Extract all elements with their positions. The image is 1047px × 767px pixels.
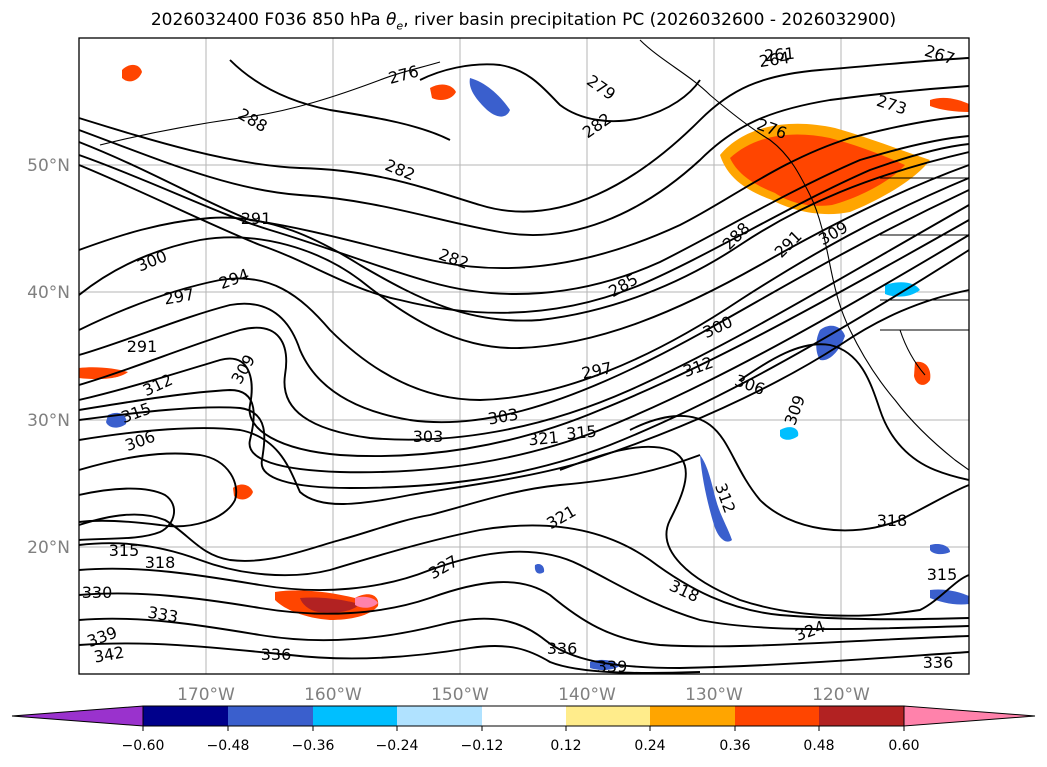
lon-label: 120°W xyxy=(812,685,870,705)
lat-label: 40°N xyxy=(27,283,70,303)
contour-label: 318 xyxy=(877,511,908,530)
colorbar-bin xyxy=(650,706,735,726)
title-level: 850 hPa xyxy=(312,10,381,30)
lat-label: 50°N xyxy=(27,156,70,176)
colorbar-ticks xyxy=(142,726,905,731)
contour-label: 336 xyxy=(261,645,292,664)
lat-label: 30°N xyxy=(27,411,70,431)
title-rest: , river basin precipitation PC xyxy=(403,10,645,30)
colorbar-tick-label: −0.12 xyxy=(461,738,504,754)
colorbar-tick-label: −0.48 xyxy=(207,738,250,754)
lon-label: 130°W xyxy=(685,685,743,705)
contour-label: 315 xyxy=(109,541,140,560)
lat-label: 20°N xyxy=(27,538,70,558)
colorbar-tick-label: 0.48 xyxy=(803,738,834,754)
colorbar-bin xyxy=(313,706,397,726)
contour-label: 315 xyxy=(927,565,958,584)
contour-label: 336 xyxy=(547,639,578,658)
title-theta: θ xyxy=(386,10,397,30)
colorbar-tick-label: −0.24 xyxy=(376,738,419,754)
lon-label: 160°W xyxy=(304,685,362,705)
lon-label: 150°W xyxy=(431,685,489,705)
precip-shading xyxy=(79,64,969,670)
colorbar-bin xyxy=(735,706,819,726)
colorbar-tick-label: −0.36 xyxy=(292,738,335,754)
contour-label: 336 xyxy=(923,653,954,672)
colorbar-tick-label: −0.60 xyxy=(122,738,165,754)
contour-label: 261 xyxy=(763,44,795,66)
lon-label: 140°W xyxy=(558,685,616,705)
colorbar-under-extension xyxy=(11,705,144,727)
theta-e-contours xyxy=(79,57,969,674)
colorbar-tick-label: 0.36 xyxy=(719,738,750,754)
contour-label: 291 xyxy=(241,209,272,228)
title-theta-sub: e xyxy=(396,19,404,33)
contour-label: 264 xyxy=(758,48,791,71)
map-frame xyxy=(78,37,970,675)
colorbar-over-extension xyxy=(903,705,1036,727)
colorbar: −0.60 −0.48 −0.36 −0.24 −0.12 0.12 0.24 … xyxy=(11,705,1036,754)
colorbar-bin xyxy=(397,706,482,726)
lon-label: 170°W xyxy=(177,685,235,705)
colorbar-bin xyxy=(566,706,650,726)
contour-label: 339 xyxy=(597,657,628,676)
contour-label: 303 xyxy=(413,427,444,446)
latitude-labels: 20°N 30°N 40°N 50°N xyxy=(27,156,70,558)
colorbar-tick-label: 0.12 xyxy=(550,738,581,754)
title-forecast: F036 xyxy=(264,10,307,30)
colorbar-tick-label: 0.60 xyxy=(888,738,919,754)
colorbar-outline xyxy=(142,705,905,727)
coastlines xyxy=(99,39,969,471)
colorbar-bin xyxy=(228,706,313,726)
colorbar-bin xyxy=(819,706,904,726)
title-period: (2026032600 - 2026032900) xyxy=(649,10,897,30)
contour-label: 321 xyxy=(527,428,559,450)
colorbar-bin xyxy=(143,706,228,726)
longitude-labels: 170°W 160°W 150°W 140°W 130°W 120°W xyxy=(177,685,870,705)
colorbar-tick-label: 0.24 xyxy=(634,738,665,754)
contour-label: 318 xyxy=(145,553,176,572)
contour-label: 330 xyxy=(82,583,113,602)
contour-label: 315 xyxy=(565,422,597,444)
map-title: 2026032400 F036 850 hPa θe, river basin … xyxy=(0,10,1047,32)
contour-label: 291 xyxy=(127,337,158,356)
title-run: 2026032400 xyxy=(150,10,260,30)
colorbar-bin xyxy=(482,706,566,726)
